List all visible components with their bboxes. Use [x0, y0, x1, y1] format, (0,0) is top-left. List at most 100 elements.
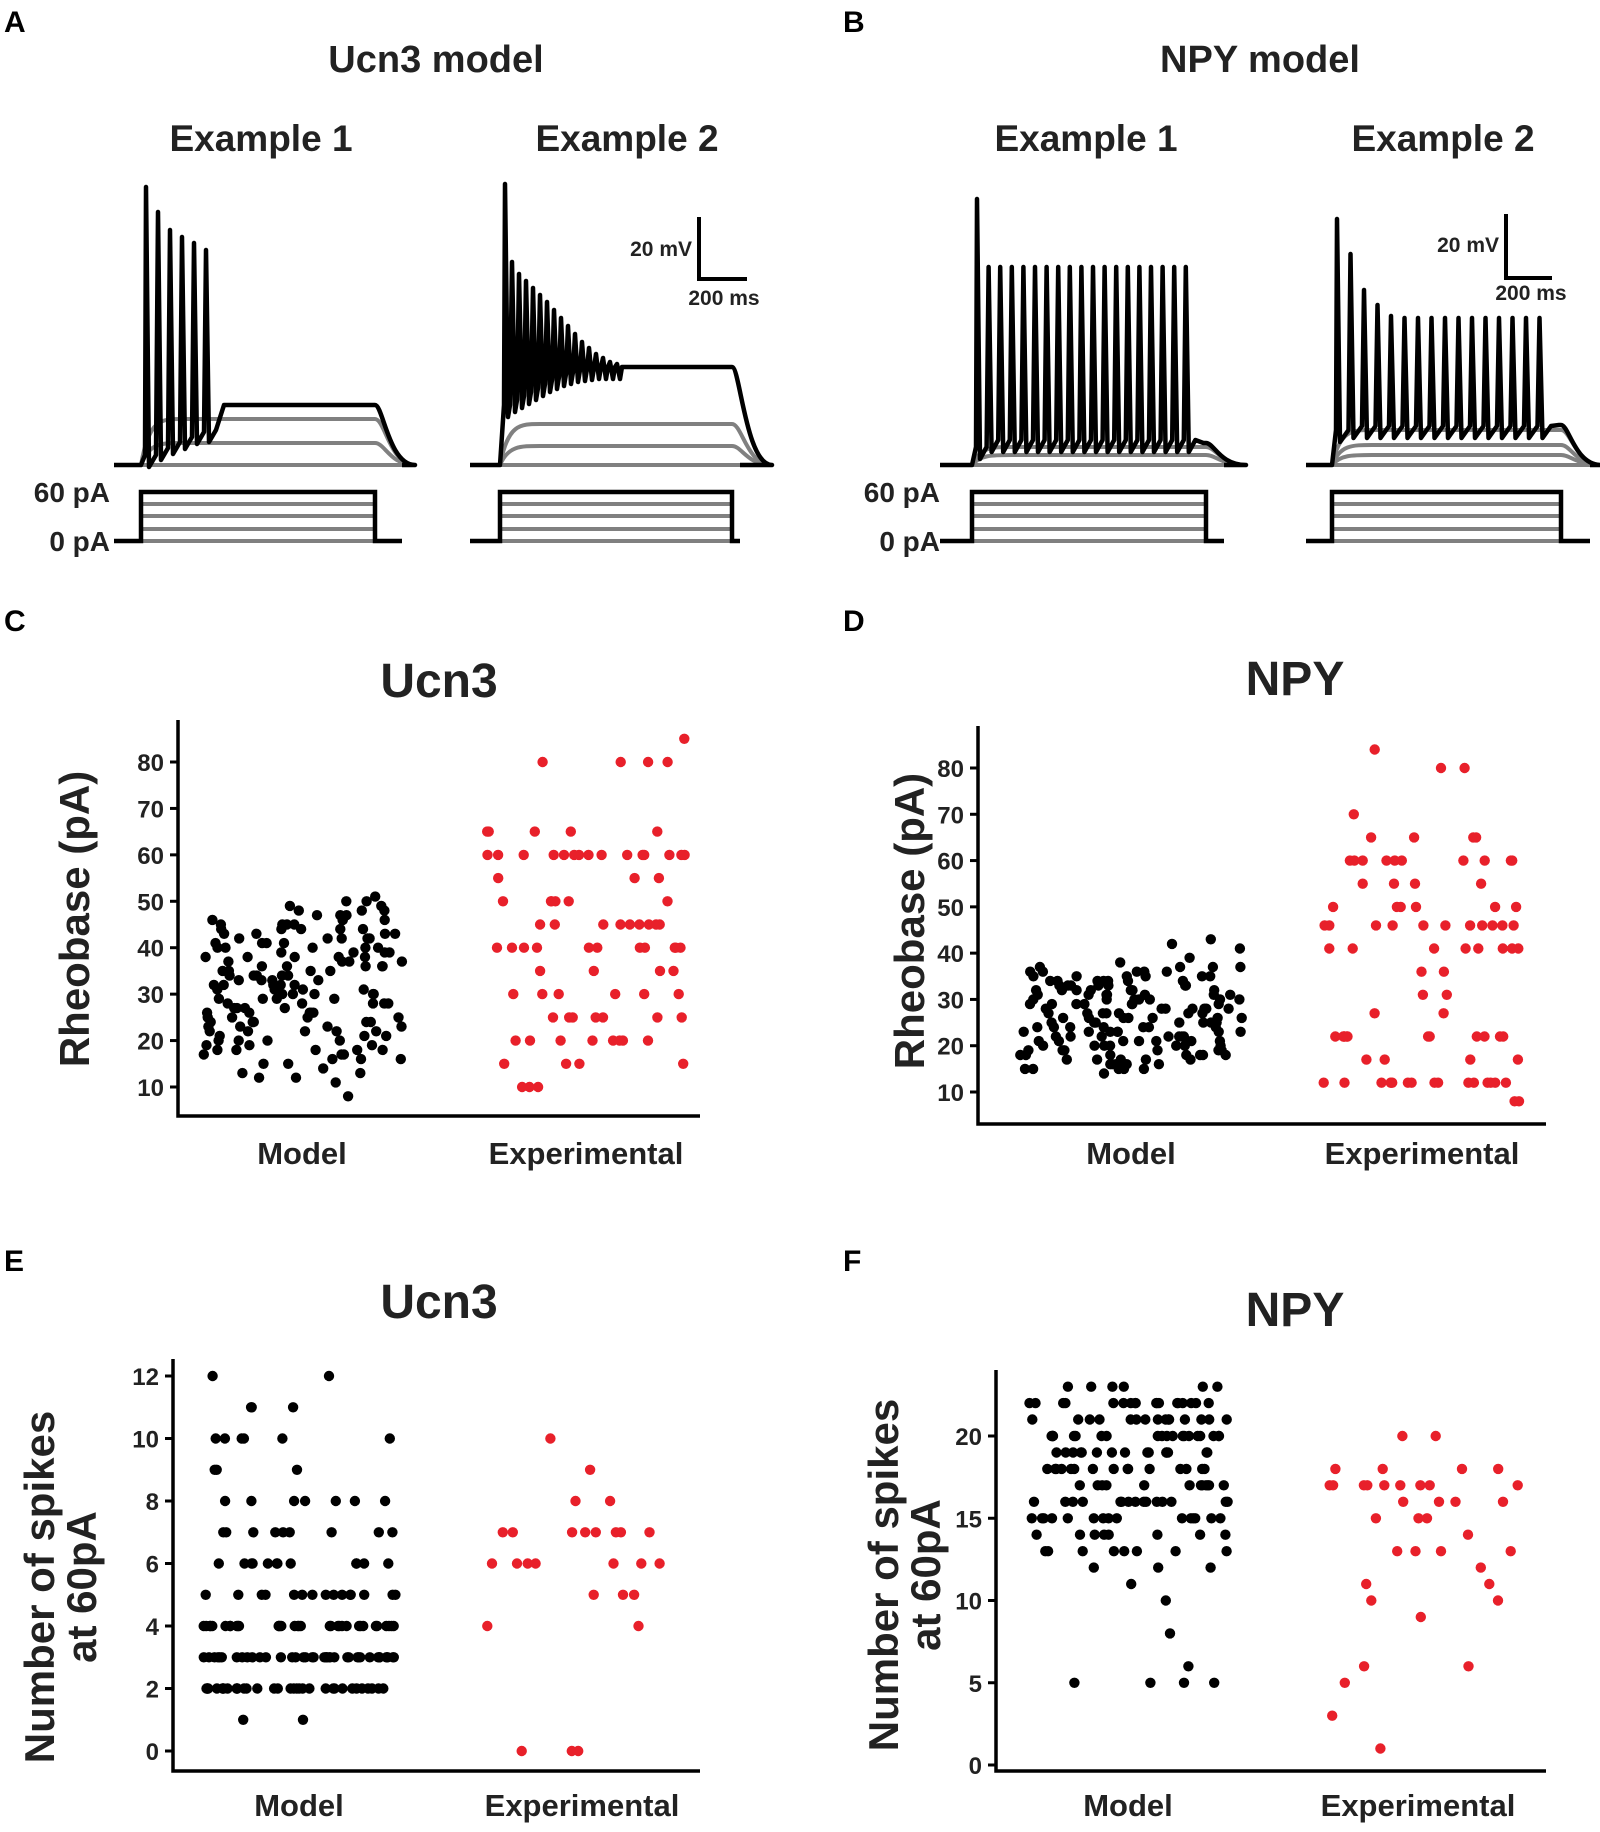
data-point-model: [1202, 1447, 1213, 1458]
current-60pa-label: 60 pA: [34, 477, 110, 508]
data-point-experimental: [644, 1527, 655, 1538]
data-point-model: [355, 1620, 366, 1632]
data-point-model: [1060, 1397, 1071, 1409]
series-experimental: [1324, 1430, 1523, 1754]
data-point-experimental: [1497, 943, 1509, 954]
data-point-model: [1144, 1463, 1155, 1475]
data-point-model: [1197, 1463, 1208, 1475]
data-point-model: [1133, 1035, 1145, 1047]
data-point-experimental: [1406, 1077, 1417, 1088]
data-point-model: [307, 942, 318, 953]
data-point-experimental: [486, 1558, 498, 1569]
panel-letter-c: C: [4, 605, 26, 638]
data-point-model: [289, 951, 300, 963]
data-point-model: [342, 1091, 354, 1102]
data-point-model: [298, 1652, 309, 1663]
data-point-model: [1179, 1040, 1191, 1051]
data-point-experimental: [610, 1527, 622, 1538]
data-point-experimental: [1388, 878, 1400, 889]
data-point-model: [1209, 1677, 1220, 1689]
series-experimental: [482, 733, 690, 1093]
data-point-model: [1209, 985, 1220, 996]
data-point-experimental: [1330, 1463, 1341, 1475]
data-point-model: [1161, 966, 1173, 977]
data-point-model: [383, 1558, 394, 1569]
y-tick-label: 80: [937, 756, 964, 783]
data-point-model: [1067, 1447, 1079, 1458]
data-point-experimental: [534, 965, 546, 977]
data-point-model: [1138, 1063, 1150, 1075]
data-point-model: [328, 1683, 339, 1694]
data-point-model: [326, 1527, 337, 1538]
data-point-model: [318, 1063, 329, 1074]
y-tick-label: 0: [969, 1753, 982, 1780]
panel-letter-b: B: [843, 6, 865, 39]
scale-bar-b: 20 mV 200 ms: [1437, 214, 1567, 305]
data-point-model: [1074, 1480, 1086, 1491]
data-point-model: [351, 1683, 362, 1694]
data-point-experimental: [1408, 832, 1420, 843]
data-point-model: [1140, 1414, 1151, 1425]
data-point-model: [254, 1652, 266, 1663]
data-point-model: [1087, 1463, 1099, 1475]
data-point-model: [1101, 1008, 1112, 1019]
data-point-model: [1018, 1026, 1029, 1038]
data-point-model: [1065, 1463, 1077, 1475]
data-point-model: [276, 970, 288, 981]
data-point-experimental: [615, 756, 626, 768]
data-point-model: [1051, 1463, 1062, 1475]
data-point-model: [362, 1683, 374, 1694]
data-point-model: [1077, 1546, 1088, 1557]
data-point-model: [1098, 1068, 1110, 1079]
data-point-model: [356, 905, 367, 916]
data-point-model: [198, 1652, 209, 1663]
data-point-experimental: [608, 1558, 619, 1569]
data-point-model: [221, 1527, 232, 1538]
data-point-experimental: [1339, 1677, 1351, 1689]
data-point-experimental: [1430, 1430, 1441, 1442]
data-point-model: [238, 1714, 249, 1726]
data-point-model: [1108, 1546, 1120, 1557]
data-point-experimental: [1505, 1546, 1516, 1557]
x-category-label-model: Model: [254, 1788, 344, 1823]
data-point-experimental: [1512, 1054, 1524, 1065]
data-point-experimental: [1438, 1008, 1449, 1019]
data-point-model: [1060, 1447, 1071, 1458]
data-point-model: [284, 1527, 295, 1538]
data-point-model: [1223, 1003, 1234, 1014]
data-point-experimental: [1366, 1595, 1377, 1606]
data-point-experimental: [1410, 1546, 1421, 1557]
data-point-model: [241, 1683, 252, 1694]
data-point-model: [290, 1072, 302, 1083]
y-tick-label: 30: [937, 987, 964, 1014]
data-point-experimental: [545, 1433, 556, 1444]
data-point-experimental: [537, 988, 548, 1000]
data-point-model: [343, 1652, 354, 1663]
data-point-experimental: [516, 1081, 528, 1093]
data-point-model: [297, 1589, 308, 1601]
data-point-model: [226, 1012, 238, 1023]
y-tick-label: 15: [955, 1506, 982, 1533]
axes: [976, 726, 1546, 1126]
data-point-experimental: [664, 849, 675, 861]
data-point-model: [360, 961, 371, 972]
data-point-experimental: [1422, 1031, 1434, 1042]
data-point-experimental: [493, 872, 504, 884]
data-point-model: [231, 1683, 242, 1694]
data-point-model: [1178, 1677, 1190, 1689]
data-point-model: [309, 988, 320, 1000]
data-point-experimental: [676, 849, 687, 861]
data-point-experimental: [636, 1558, 647, 1569]
data-point-model: [1139, 966, 1150, 977]
data-point-model: [1163, 1414, 1174, 1425]
data-point-model: [1071, 998, 1082, 1010]
data-point-model: [1129, 994, 1140, 1005]
data-point-experimental: [1381, 855, 1392, 866]
data-point-experimental: [615, 919, 626, 930]
panel-a-title: Ucn3 model: [328, 39, 543, 81]
chart-c: Ucn3 Rheobase (pA) 10 20 30 40 50 60 70 80 Model Ex…: [51, 655, 700, 1171]
data-point-model: [373, 1652, 384, 1663]
data-point-experimental: [653, 872, 665, 884]
data-point-model: [386, 1620, 397, 1632]
